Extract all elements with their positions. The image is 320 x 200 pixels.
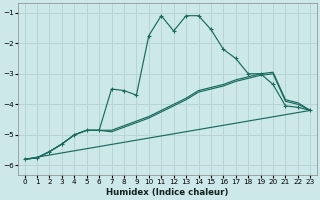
X-axis label: Humidex (Indice chaleur): Humidex (Indice chaleur) xyxy=(106,188,229,197)
